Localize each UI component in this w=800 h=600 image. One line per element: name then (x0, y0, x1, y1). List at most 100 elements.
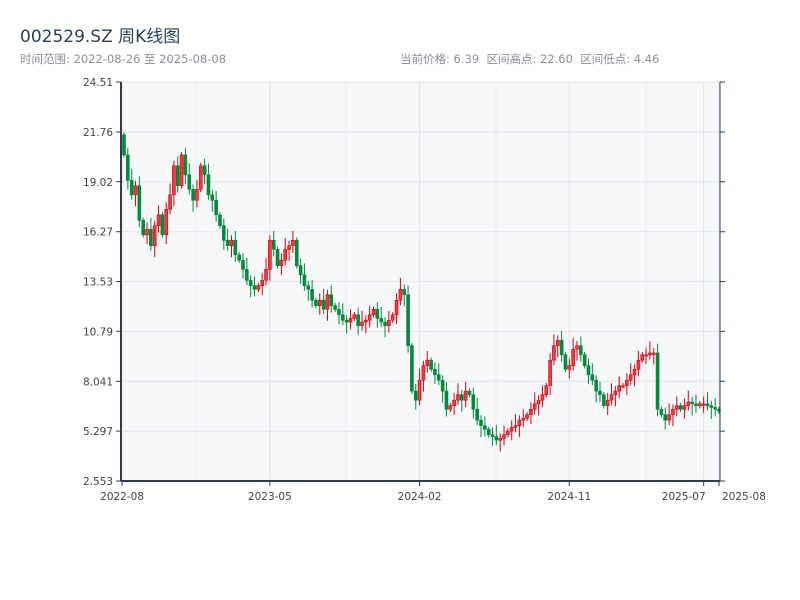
x-tick-label: 2025-07 (662, 491, 706, 503)
candle-down (298, 265, 303, 276)
candle-down (302, 274, 307, 287)
y-tick-label: 13.53 (83, 277, 113, 289)
candle-down (413, 390, 418, 401)
y-tick-label: 21.76 (83, 127, 113, 139)
candle-up (571, 349, 575, 366)
y-tick-label: 8.041 (83, 376, 113, 388)
candle-down (175, 165, 180, 187)
candle-down (344, 319, 349, 323)
candle-up (156, 214, 161, 227)
candle-up (536, 399, 541, 405)
y-tick-label: 24.51 (83, 77, 113, 89)
candle-down (490, 434, 495, 437)
candle-up (517, 419, 522, 426)
candle-down (586, 365, 591, 376)
candle-down (337, 309, 341, 316)
candle-up (540, 394, 545, 401)
candle-down (252, 285, 257, 290)
candle-up (371, 309, 376, 316)
y-tick-label: 5.297 (83, 426, 113, 438)
candle-down (429, 359, 433, 370)
candle-up (544, 385, 549, 396)
candle-down (129, 180, 134, 196)
candle-down (483, 425, 487, 430)
candle-up (260, 279, 264, 287)
candle-down (306, 285, 311, 290)
candle-up (648, 352, 652, 356)
candle-up (644, 354, 648, 357)
candle-up (613, 390, 618, 396)
candle-down (310, 289, 314, 301)
candle-down (694, 403, 698, 406)
candle-up (256, 285, 261, 290)
candle-up (513, 425, 518, 428)
candle-down (183, 154, 188, 176)
candle-down (241, 259, 245, 270)
candle-down (248, 279, 253, 287)
candle-down (436, 374, 441, 381)
candle-down (245, 269, 249, 281)
candle-down (383, 321, 387, 326)
candle-up (498, 438, 502, 441)
candle-up (291, 239, 295, 247)
candle-down (137, 185, 142, 221)
candle-up (617, 385, 621, 392)
candle-down (160, 214, 165, 236)
candle-up (390, 314, 395, 321)
candle-down (602, 394, 606, 406)
x-tick-label: 2023-05 (248, 491, 292, 503)
candle-down (210, 194, 215, 201)
candle-down (126, 154, 130, 181)
candle-up (506, 430, 510, 436)
candle-down (494, 436, 499, 441)
candle-down (410, 345, 414, 392)
candle-down (579, 345, 583, 356)
candle-down (149, 229, 153, 247)
candle-up (133, 185, 138, 196)
candle-up (686, 401, 691, 406)
candle-down (218, 214, 222, 227)
candle-down (467, 390, 472, 396)
candle-down (475, 408, 479, 421)
candle-down (191, 189, 195, 201)
candle-up (172, 165, 176, 196)
candle-up (398, 289, 403, 301)
candle-down (141, 219, 145, 236)
candle-up (179, 154, 184, 187)
candle-up (168, 194, 172, 210)
candle-up (567, 365, 572, 370)
candle-up (364, 319, 368, 323)
candle-up (609, 394, 614, 401)
candle-up (229, 239, 234, 247)
candle-down (275, 249, 280, 267)
candle-down (225, 239, 230, 247)
candle-down (486, 428, 491, 436)
chart-title: 002529.SZ 周K线图 (20, 27, 181, 47)
candle-down (594, 379, 598, 392)
candle-down (590, 374, 595, 381)
candle-down (356, 314, 360, 326)
candle-up (682, 405, 687, 410)
candle-down (214, 199, 218, 216)
candle-down (341, 314, 345, 321)
date-range: 时间范围: 2022-08-26 至 2025-08-08 (20, 52, 227, 66)
candle-down (559, 339, 564, 356)
candle-down (187, 174, 192, 190)
candle-up (287, 245, 291, 250)
candle-down (329, 294, 334, 306)
candle-down (314, 299, 318, 306)
candle-up (268, 239, 272, 270)
x-tick-label: 2022-08 (100, 491, 144, 503)
candle-up (628, 374, 633, 381)
candle-up (636, 359, 641, 370)
candle-up (555, 339, 560, 346)
candle-down (271, 239, 276, 250)
candle-down (294, 239, 299, 267)
candle-down (690, 401, 694, 405)
y-tick-label: 19.02 (83, 177, 113, 189)
candle-down (402, 289, 407, 296)
candle-down (713, 407, 717, 410)
candle-up (417, 379, 422, 401)
candle-up (548, 359, 552, 386)
candle-down (321, 299, 326, 310)
